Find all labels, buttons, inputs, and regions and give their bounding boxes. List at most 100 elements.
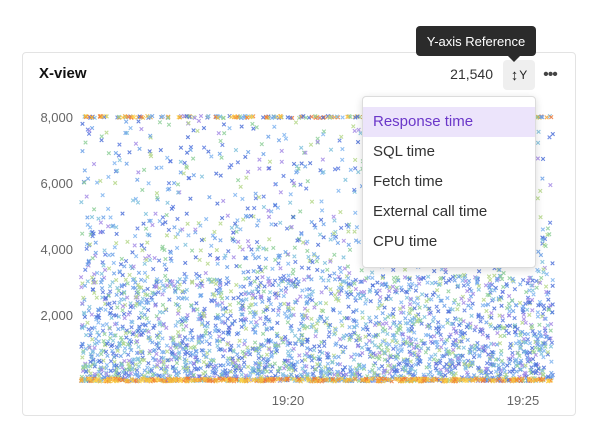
scatter-point [83, 364, 88, 370]
scatter-point [443, 373, 448, 378]
scatter-point [242, 316, 248, 321]
scatter-point [359, 279, 364, 284]
scatter-point [212, 236, 218, 241]
scatter-point [188, 360, 193, 365]
scatter-point [436, 309, 441, 314]
scatter-point [550, 302, 555, 307]
scatter-point [122, 358, 127, 364]
menu-item-external-call-time[interactable]: External call time [373, 203, 488, 220]
scatter-point [135, 357, 141, 362]
scatter-point [343, 372, 349, 377]
scatter-point [391, 314, 396, 320]
menu-item-cpu-time[interactable]: CPU time [373, 233, 438, 250]
scatter-point [81, 295, 86, 301]
scatter-point [527, 356, 533, 362]
scatter-point [273, 257, 278, 263]
scatter-point [228, 348, 233, 353]
scatter-point [546, 307, 552, 312]
scatter-point [332, 252, 337, 258]
scatter-point [340, 367, 346, 373]
scatter-point [135, 371, 140, 377]
scatter-point [373, 352, 378, 358]
scatter-point [252, 329, 258, 335]
scatter-point [126, 361, 131, 366]
scatter-point [431, 315, 437, 320]
scatter-point [461, 335, 466, 340]
scatter-point [170, 279, 175, 284]
scatter-point [146, 335, 151, 341]
scatter-point [488, 287, 494, 293]
scatter-point [239, 124, 244, 129]
menu-item-response-time[interactable]: Response time [363, 107, 535, 137]
scatter-point [318, 300, 323, 306]
scatter-point [156, 290, 161, 295]
scatter-point [376, 356, 382, 362]
scatter-point [83, 140, 88, 145]
scatter-point [107, 284, 113, 289]
scatter-point [539, 351, 544, 357]
scatter-point [108, 368, 114, 373]
scatter-point [352, 229, 357, 234]
scatter-point [343, 177, 348, 183]
scatter-point [212, 293, 217, 298]
scatter-point [494, 342, 500, 347]
scatter-point [493, 357, 499, 362]
scatter-point [438, 332, 443, 338]
scatter-point [480, 345, 485, 350]
scatter-point [100, 328, 106, 333]
scatter-point [483, 366, 489, 371]
scatter-point [413, 337, 418, 342]
scatter-point [88, 371, 93, 376]
scatter-point [218, 138, 223, 144]
scatter-point [108, 305, 114, 311]
scatter-point [166, 180, 172, 186]
scatter-point [233, 147, 239, 153]
more-options-button[interactable]: ••• [539, 61, 561, 89]
scatter-point [122, 302, 128, 308]
scatter-point [535, 156, 541, 161]
menu-item-sql-time[interactable]: SQL time [373, 143, 435, 160]
scatter-point [274, 346, 279, 352]
scatter-point [433, 366, 438, 371]
scatter-point [293, 120, 299, 125]
scatter-point [476, 313, 481, 319]
scatter-point [201, 314, 207, 319]
scatter-point [88, 330, 94, 335]
y-axis-reference-button[interactable]: ↕ Y [503, 60, 535, 90]
scatter-point [204, 216, 209, 222]
scatter-point [106, 252, 112, 258]
scatter-point [232, 318, 237, 324]
scatter-point [171, 337, 176, 343]
scatter-point [241, 284, 247, 289]
scatter-point [174, 345, 179, 350]
scatter-point [86, 131, 92, 136]
scatter-point [99, 271, 104, 276]
scatter-point [221, 198, 226, 204]
scatter-point [119, 362, 124, 368]
scatter-point [447, 306, 453, 311]
scatter-point [173, 366, 179, 371]
scatter-point [521, 373, 527, 379]
scatter-point [215, 261, 220, 266]
scatter-point [428, 310, 433, 315]
scatter-point [302, 313, 307, 318]
scatter-point [108, 343, 114, 349]
scatter-point [149, 368, 155, 373]
scatter-point [110, 279, 115, 285]
scatter-point [151, 325, 156, 331]
scatter-point [387, 342, 392, 347]
scatter-point [259, 342, 264, 347]
scatter-point [518, 282, 523, 287]
scatter-point [407, 287, 412, 292]
scatter-point [473, 324, 479, 329]
scatter-point [253, 319, 259, 325]
scatter-point [545, 323, 550, 328]
scatter-point [238, 227, 243, 232]
scatter-point [126, 312, 131, 317]
scatter-point [284, 226, 290, 231]
menu-item-fetch-time[interactable]: Fetch time [373, 173, 444, 190]
scatter-point [302, 357, 308, 362]
scatter-point [193, 255, 198, 260]
scatter-point [150, 340, 155, 345]
